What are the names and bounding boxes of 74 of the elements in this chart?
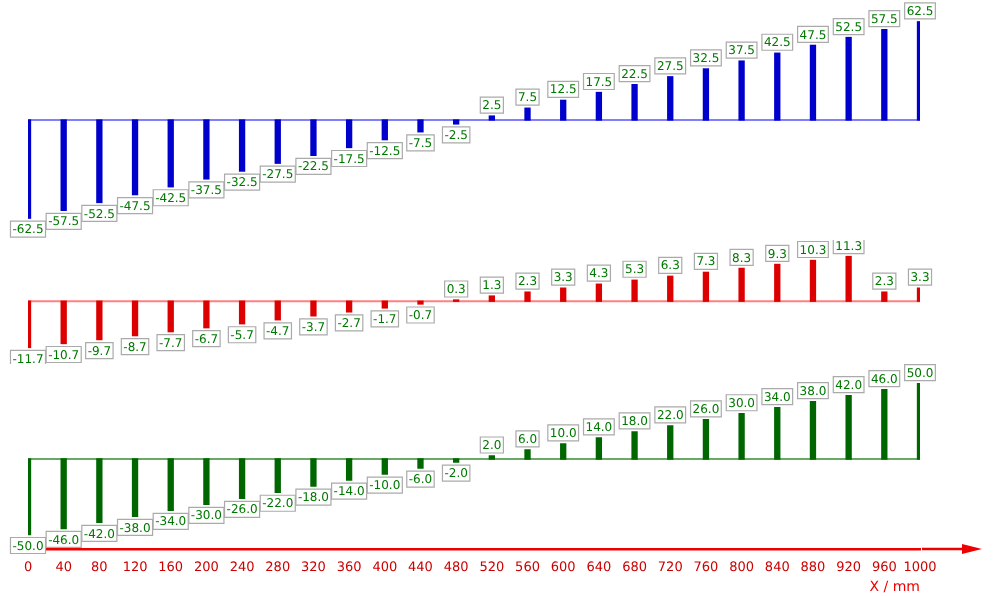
bar — [809, 259, 817, 302]
bar — [631, 431, 638, 460]
bar — [702, 271, 710, 302]
bar — [203, 300, 210, 329]
bar — [167, 458, 174, 512]
bar — [702, 68, 710, 121]
bar — [167, 300, 174, 333]
bar — [60, 119, 67, 211]
bar — [381, 119, 388, 141]
bar — [595, 437, 603, 460]
bar — [60, 458, 67, 530]
bar — [274, 458, 281, 493]
bar — [203, 458, 210, 505]
bar — [167, 119, 174, 188]
bar — [631, 279, 638, 302]
bar — [524, 291, 531, 302]
bar — [60, 300, 67, 345]
bar — [595, 283, 603, 302]
bar — [738, 267, 745, 302]
bar — [809, 44, 817, 121]
bar — [560, 287, 567, 302]
bar — [774, 407, 781, 460]
bar — [881, 388, 888, 460]
bar — [916, 21, 920, 121]
bar — [28, 458, 32, 536]
bar — [345, 300, 353, 313]
bar — [774, 263, 781, 302]
bar — [595, 91, 603, 121]
bar — [667, 76, 674, 121]
bar — [381, 458, 388, 475]
bar — [238, 119, 246, 172]
bar — [881, 291, 888, 302]
bar — [702, 419, 710, 460]
bar — [845, 394, 852, 460]
bar — [845, 36, 852, 121]
bar — [310, 300, 317, 317]
bar — [238, 300, 246, 325]
bar — [774, 52, 781, 121]
bar — [417, 458, 424, 469]
bar — [274, 119, 281, 164]
bar — [131, 119, 139, 196]
bar — [524, 449, 531, 460]
bar — [131, 458, 139, 518]
bar — [916, 287, 920, 302]
bar — [667, 275, 674, 302]
bar — [738, 413, 745, 460]
bar — [524, 107, 531, 121]
bar — [310, 458, 317, 487]
bar — [560, 443, 567, 460]
bar — [881, 29, 888, 121]
bar — [345, 458, 353, 481]
bar — [453, 119, 460, 125]
bar — [560, 99, 567, 121]
bar — [96, 300, 103, 341]
bar — [274, 300, 281, 321]
bar — [131, 300, 139, 337]
bar — [417, 119, 424, 133]
bar — [203, 119, 210, 180]
bar — [28, 119, 32, 219]
bar — [96, 458, 103, 524]
bar — [345, 119, 353, 149]
bar — [28, 300, 32, 349]
bar — [738, 60, 745, 121]
bar — [488, 115, 495, 121]
bar — [488, 295, 495, 302]
bar — [809, 401, 817, 460]
bar — [96, 119, 103, 204]
bar — [631, 84, 638, 121]
bar — [238, 458, 246, 499]
bar — [310, 119, 317, 157]
bar — [916, 382, 920, 460]
bar — [667, 425, 674, 460]
bar — [845, 255, 852, 302]
bar — [381, 300, 388, 309]
